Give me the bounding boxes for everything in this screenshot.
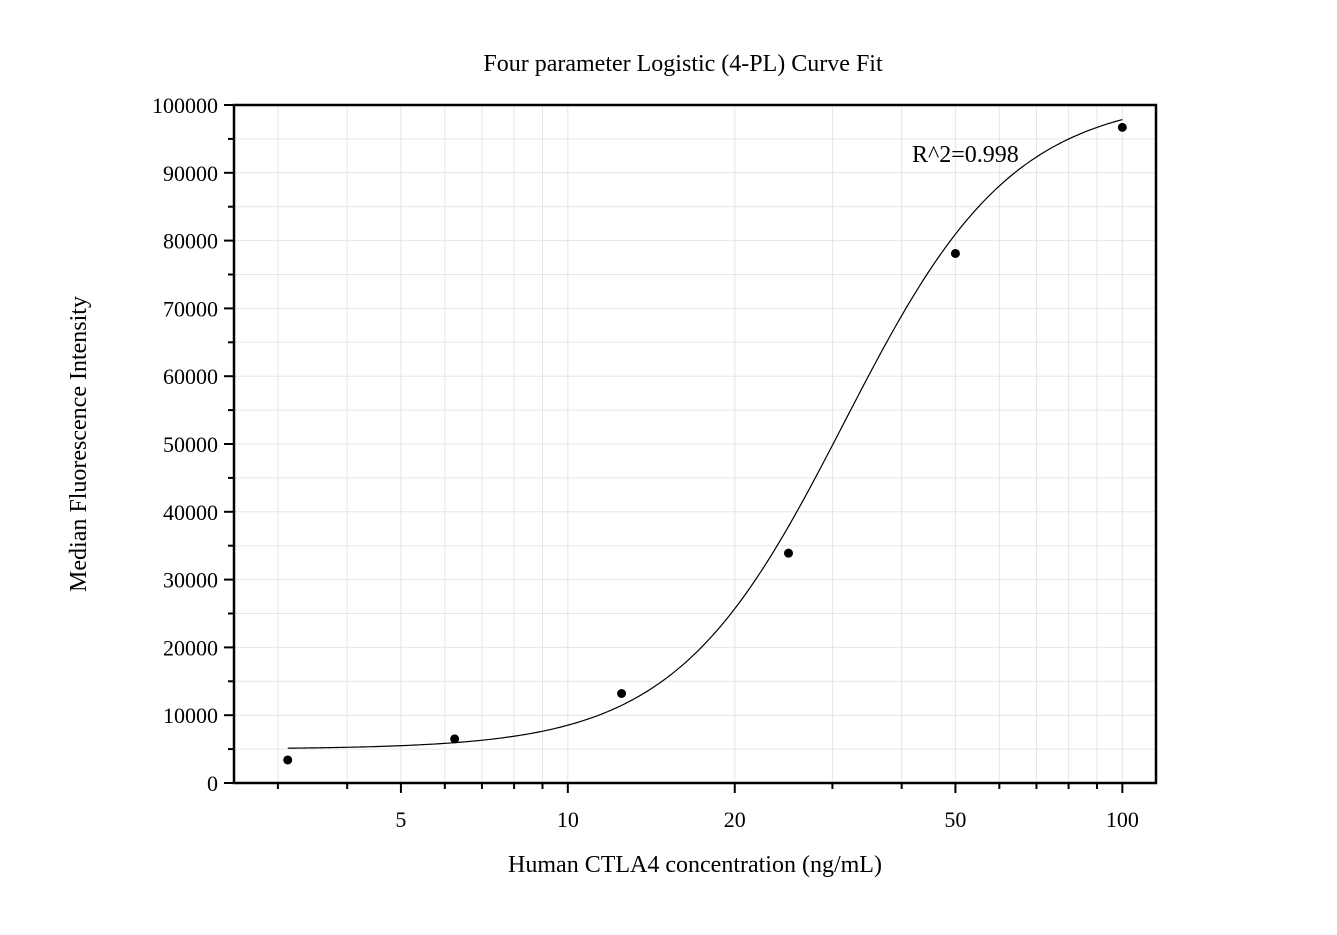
data-points (283, 122, 1127, 765)
x-tick-label: 50 (944, 807, 966, 832)
y-tick-label: 10000 (163, 703, 218, 728)
x-tick-label: 100 (1106, 807, 1139, 832)
grid (234, 105, 1156, 783)
fit-curve (287, 119, 1123, 749)
x-tick-label: 5 (395, 807, 406, 832)
tick-labels: 5 10 20 50 100 0 10000 20000 30000 40000 50000 6000… (152, 93, 1139, 832)
y-tick-label: 80000 (163, 229, 218, 254)
axis-ticks (224, 104, 1124, 793)
y-tick-label: 60000 (163, 364, 218, 389)
y-tick-label: 30000 (163, 568, 218, 593)
data-point (283, 755, 293, 765)
chart-title: Four parameter Logistic (4-PL) Curve Fit (483, 51, 883, 77)
data-point (617, 689, 627, 699)
y-tick-label: 40000 (163, 500, 218, 525)
x-tick-label: 20 (724, 807, 746, 832)
x-tick-label: 10 (557, 807, 579, 832)
y-tick-label: 0 (207, 771, 218, 796)
data-point (784, 548, 794, 558)
data-point (1117, 122, 1127, 132)
data-point (450, 734, 460, 744)
x-axis-label: Human CTLA4 concentration (ng/mL) (508, 852, 882, 878)
y-tick-label: 50000 (163, 432, 218, 457)
y-tick-label: 70000 (163, 296, 218, 321)
y-axis-label: Median Fluorescence Intensity (66, 296, 92, 592)
y-tick-label: 90000 (163, 161, 218, 186)
data-point (950, 248, 960, 258)
y-tick-label: 100000 (152, 93, 218, 118)
r-squared-annotation: R^2=0.998 (912, 142, 1019, 168)
y-tick-label: 20000 (163, 635, 218, 660)
